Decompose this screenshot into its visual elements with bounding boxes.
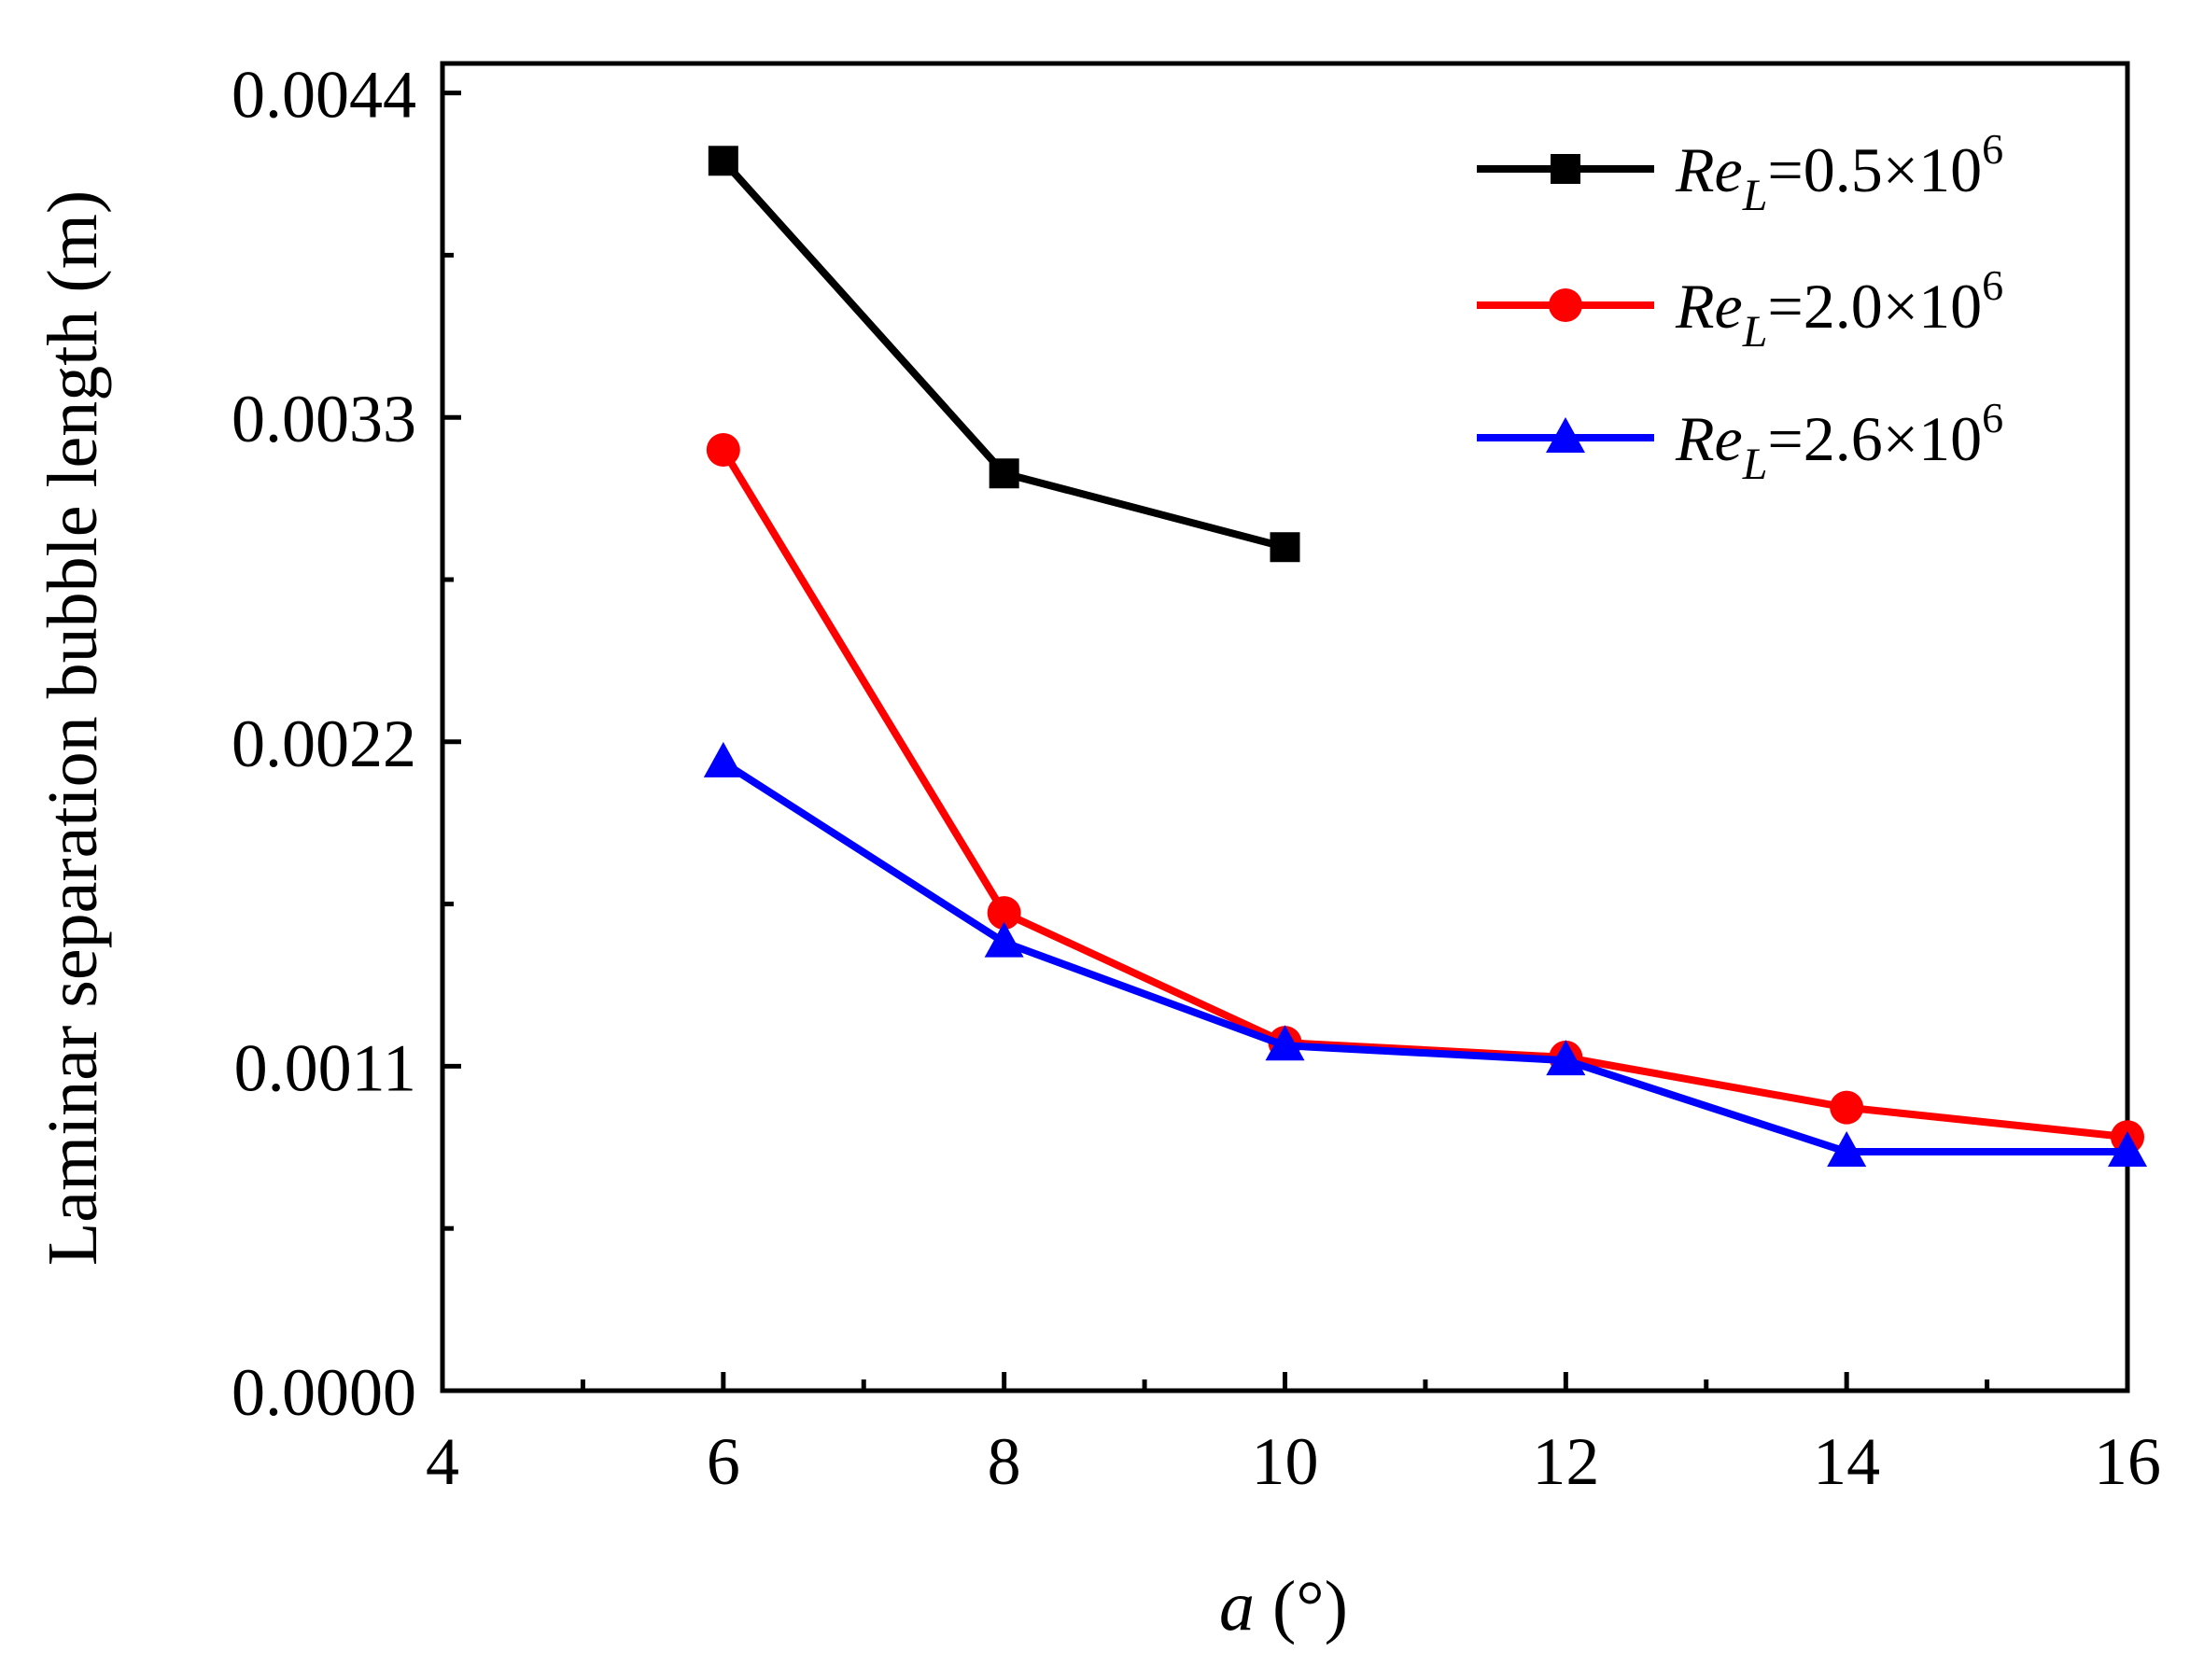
plot-border xyxy=(440,61,2130,1393)
data-point xyxy=(1830,1090,1864,1125)
series-line xyxy=(720,447,2128,1141)
legend-item-3: ReL=2.6×106 xyxy=(1477,394,2003,489)
y-tick-label: 0.0000 xyxy=(232,1355,416,1430)
legend-swatch-marker xyxy=(1546,417,1585,453)
x-axis-title-symbol: a xyxy=(1219,1567,1255,1645)
x-tick-label: 12 xyxy=(1532,1424,1599,1499)
legend-label-eq: =2.0×10 xyxy=(1767,271,1982,342)
x-tick-label: 6 xyxy=(707,1424,740,1499)
legend-swatch-marker xyxy=(1551,154,1580,184)
y-tick-label: 0.0022 xyxy=(232,707,416,781)
legend-label: ReL=0.5×106 xyxy=(1675,125,2003,220)
x-tick-label: 10 xyxy=(1252,1424,1319,1499)
x-tick-label: 14 xyxy=(1813,1424,1880,1499)
legend-label-sup: 6 xyxy=(1982,394,2003,441)
y-tick-label: 0.0011 xyxy=(234,1030,416,1105)
legend-label: ReL=2.0×106 xyxy=(1675,261,2003,357)
legend-label-eq: =0.5×10 xyxy=(1767,134,1982,205)
data-point xyxy=(703,741,743,777)
data-point xyxy=(1546,1040,1586,1076)
x-axis-title: a (°) xyxy=(1219,1567,1348,1645)
y-tick-label: 0.0033 xyxy=(232,382,416,456)
x-tick-label: 8 xyxy=(988,1424,1021,1499)
data-point xyxy=(1827,1131,1867,1168)
series-line xyxy=(721,759,2127,1156)
series-3 xyxy=(703,741,2147,1168)
legend-label-re: Re xyxy=(1675,403,1743,474)
legend-label-eq: =2.6×10 xyxy=(1767,403,1982,474)
legend-swatch-marker xyxy=(1549,288,1582,322)
legend-label: ReL=2.6×106 xyxy=(1675,394,2003,489)
data-point xyxy=(1270,532,1300,563)
legend-label-sup: 6 xyxy=(1982,261,2003,309)
data-point xyxy=(989,458,1019,489)
series-line xyxy=(720,158,1286,552)
data-point xyxy=(708,146,738,176)
data-point xyxy=(1265,1025,1305,1061)
legend-item-2: ReL=2.0×106 xyxy=(1477,261,2003,357)
legend-label-sub: L xyxy=(1742,171,1768,220)
legend-label-sub: L xyxy=(1742,440,1768,489)
data-point xyxy=(984,921,1024,958)
series-2 xyxy=(706,432,2144,1155)
legend-item-1: ReL=0.5×106 xyxy=(1477,125,2003,220)
x-tick-label: 4 xyxy=(426,1424,459,1499)
x-tick-label: 16 xyxy=(2094,1424,2161,1499)
data-point xyxy=(706,432,740,467)
series-1 xyxy=(708,146,1300,563)
legend-label-sub: L xyxy=(1742,307,1768,357)
y-tick-label: 0.0044 xyxy=(232,58,416,133)
legend-label-re: Re xyxy=(1675,134,1743,205)
y-axis: 0.0000 0.0011 0.0022 0.0033 0.0044 xyxy=(232,58,461,1430)
series-layer xyxy=(703,146,2147,1168)
data-point xyxy=(2108,1131,2147,1168)
plot-frame xyxy=(440,61,2130,1393)
data-point xyxy=(987,896,1021,931)
y-axis-title: Laminar separation bubble length (m) xyxy=(34,190,112,1266)
legend-label-re: Re xyxy=(1675,271,1743,342)
legend-label-sup: 6 xyxy=(1982,125,2003,173)
x-axis-title-unit: (°) xyxy=(1255,1567,1348,1645)
x-axis: 4 6 8 10 12 14 16 xyxy=(426,1372,2161,1499)
